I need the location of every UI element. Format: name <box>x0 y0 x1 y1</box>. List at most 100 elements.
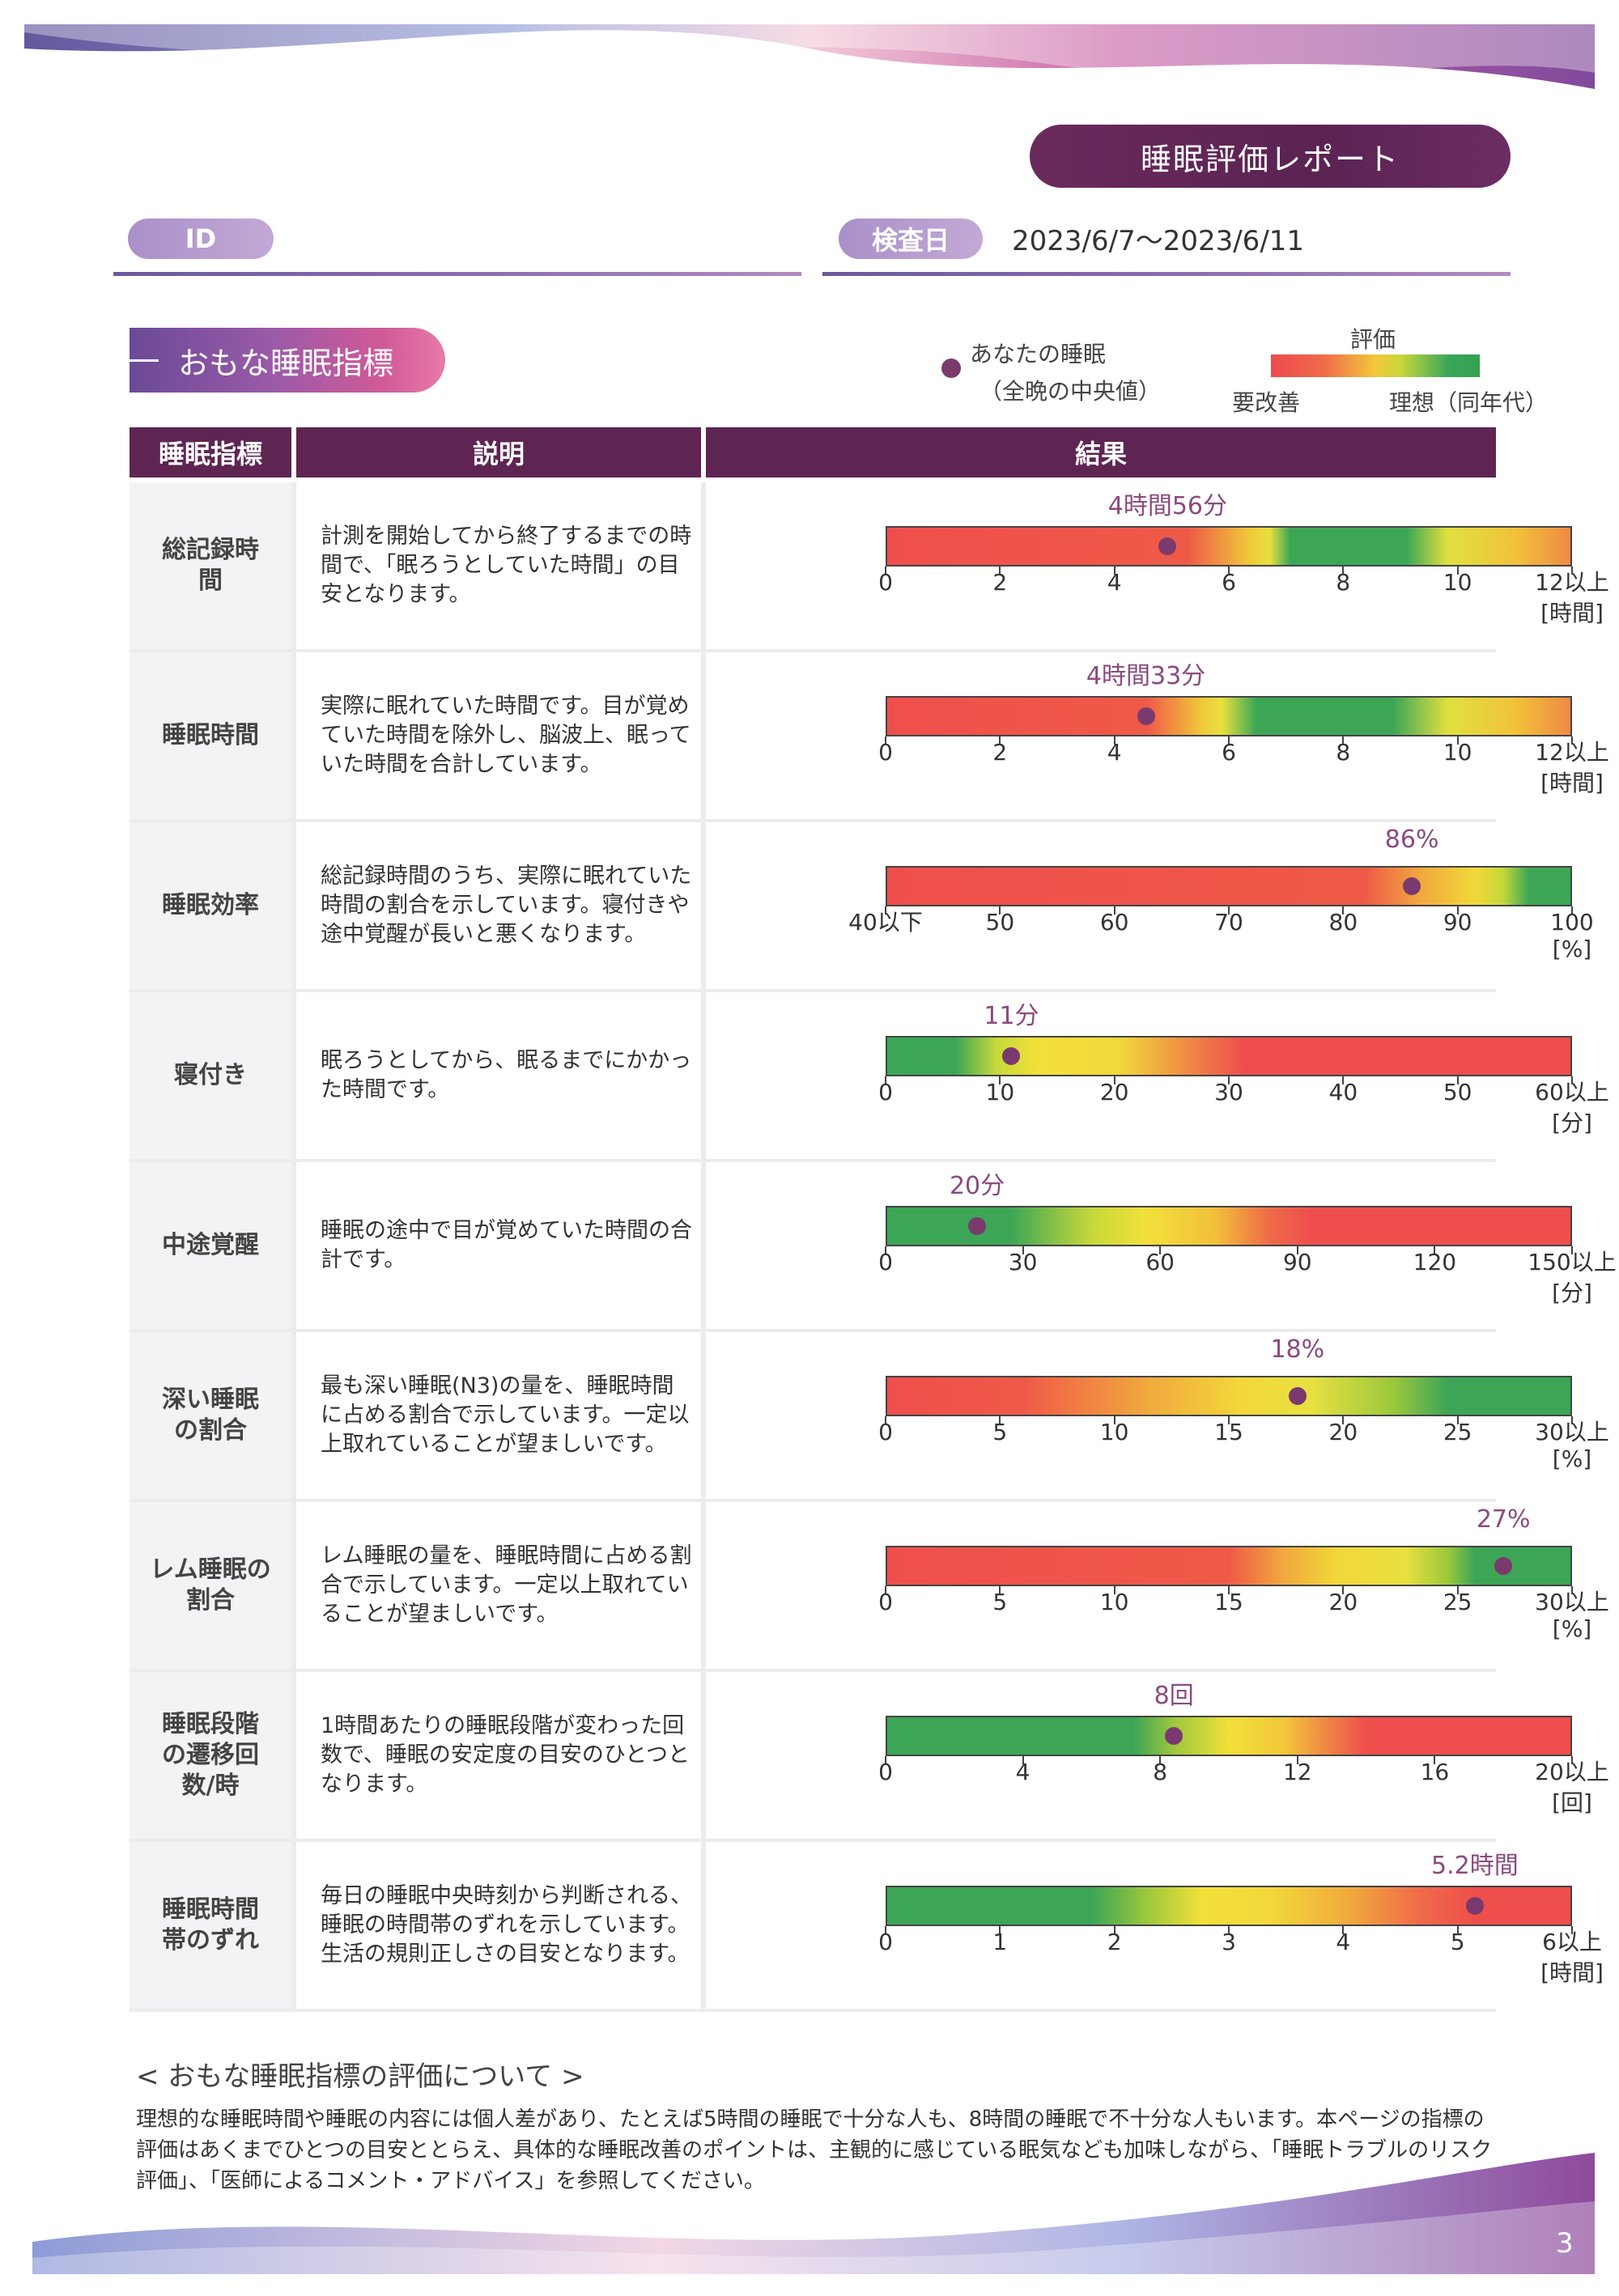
tick-label: 12以上 <box>1535 739 1609 766</box>
column-separator <box>701 1672 706 1839</box>
your-sleep-marker <box>1165 1727 1183 1745</box>
your-sleep-value: 86% <box>1384 825 1439 854</box>
row-separator <box>130 819 1496 822</box>
your-sleep-marker <box>1494 1557 1513 1575</box>
row-separator <box>130 1499 1496 1502</box>
tick-label: 60 <box>1145 1249 1175 1275</box>
tick-mark <box>1571 1926 1573 1934</box>
note-body: 理想的な睡眠時間や睡眠の内容には個人差があり、たとえば5時間の睡眠で十分な人も、… <box>136 2107 1493 2193</box>
tick-label: 4 <box>1015 1759 1030 1785</box>
index-description: 計測を開始してから終了するまでの時間で、「眠ろうとしていた時間」の目安となります… <box>296 482 701 649</box>
column-separator <box>701 992 706 1159</box>
tick-mark <box>1022 1246 1024 1254</box>
tick-label: 4 <box>1336 1929 1351 1955</box>
axis-unit: [回] <box>1552 1789 1592 1816</box>
axis-ticks: 0 5 10 15 20 25 30以上 [%] <box>706 1416 1609 1492</box>
index-description-text: 1時間あたりの睡眠段階が変わった回数で、睡眠の安定度の目安のひとつとなります。 <box>321 1713 691 1797</box>
index-description-text: 最も深い睡眠(N3)の量を、睡眠時間に占める割合で示しています。一定以上取れてい… <box>321 1373 690 1457</box>
axis-unit: [%] <box>1552 936 1592 962</box>
tick-mark <box>885 736 886 745</box>
column-separator <box>701 1332 706 1499</box>
tick-mark <box>885 1246 886 1254</box>
result-scale: 20分 0 30 60 90 120 150以上 [分] <box>706 1162 1617 1329</box>
section-title: おもな睡眠指標 <box>130 328 445 393</box>
tick-label: 3 <box>1222 1929 1236 1955</box>
tick-mark <box>885 1926 886 1934</box>
index-description: 睡眠の途中で目が覚めていた時間の合計です。 <box>296 1162 701 1329</box>
column-separator <box>701 1502 706 1669</box>
evaluation-bar <box>886 1376 1572 1416</box>
your-sleep-value: 4時間56分 <box>1107 492 1228 520</box>
evaluation-bar <box>886 696 1572 736</box>
index-description-text: 総記録時間のうち、実際に眠れていた時間の割合を示しています。寝付きや途中覚醒が長… <box>321 864 692 947</box>
column-separator <box>291 822 296 989</box>
tick-label: 120 <box>1413 1249 1457 1275</box>
tick-mark <box>1228 1926 1230 1934</box>
result-scale: 8回 0 4 8 12 16 20以上 [回] <box>706 1672 1609 1839</box>
index-name: 睡眠時間 <box>130 652 291 819</box>
axis-unit: [時間] <box>1540 770 1604 796</box>
column-separator <box>291 1502 296 1669</box>
tick-label: 4 <box>1107 739 1122 766</box>
tick-mark <box>1296 1756 1298 1764</box>
your-sleep-value: 11分 <box>984 1002 1039 1030</box>
index-description: 総記録時間のうち、実際に眠れていた時間の割合を示しています。寝付きや途中覚醒が長… <box>296 822 701 989</box>
your-sleep-value: 18% <box>1270 1335 1325 1364</box>
column-separator <box>701 1842 706 2009</box>
tick-mark <box>1571 736 1573 745</box>
row-separator <box>130 1839 1496 1842</box>
evaluation-bar <box>886 1716 1572 1756</box>
tick-mark <box>1228 1416 1230 1424</box>
tick-label: 2 <box>1107 1929 1122 1955</box>
table-row: 寝付き 眠ろうとしてから、眠るまでにかかった時間です。 11分 0 10 20 30 40 50… <box>130 992 1609 1159</box>
index-description-text: 実際に眠れていた時間です。目が覚めていた時間を除外し、脳波上、眠っていた時間を合… <box>321 694 691 777</box>
legend-gradient-bar <box>1271 354 1480 377</box>
axis-unit: [%] <box>1552 1445 1592 1472</box>
tick-mark <box>1228 1586 1230 1594</box>
legend-eval-label: 評価 <box>1350 326 1396 353</box>
tick-mark <box>1434 1756 1436 1764</box>
tick-mark <box>1113 567 1115 575</box>
tick-mark <box>1296 1246 1298 1254</box>
tick-label: 10 <box>985 1079 1015 1106</box>
section-title-text: おもな睡眠指標 <box>178 345 394 381</box>
tick-label: 2 <box>992 569 1008 596</box>
tick-label: 30 <box>1214 1079 1243 1106</box>
row-separator <box>130 649 1496 652</box>
tick-mark <box>1571 1756 1573 1764</box>
tick-mark <box>885 567 886 575</box>
index-name: 寝付き <box>130 992 291 1159</box>
tick-label: 6 <box>1222 569 1236 596</box>
tick-mark <box>1228 1076 1230 1084</box>
tick-mark <box>1342 567 1345 575</box>
legend-dot-sublabel: （全晩の中央値） <box>979 378 1162 405</box>
tick-label: 15 <box>1214 1589 1243 1615</box>
tick-label: 60 <box>1099 909 1129 936</box>
tick-mark <box>1571 906 1573 915</box>
axis-unit: [時間] <box>1540 1959 1604 1986</box>
legend-dot-label: あなたの睡眠 <box>970 341 1107 367</box>
note-title: < おもな睡眠指標の評価について > <box>136 2060 584 2093</box>
evaluation-bar <box>886 1206 1572 1246</box>
tick-mark <box>1342 1076 1345 1084</box>
tick-label: 100 <box>1550 909 1594 936</box>
index-description-text: 毎日の睡眠中央時刻から判断される、睡眠の時間帯のずれを示しています。生活の規則正… <box>321 1883 692 1967</box>
tick-mark <box>1228 567 1230 575</box>
table-row: 睡眠効率 総記録時間のうち、実際に眠れていた時間の割合を示しています。寝付きや途中… <box>130 822 1594 989</box>
tick-label: 30以上 <box>1535 1589 1609 1615</box>
your-sleep-value: 5.2時間 <box>1431 1852 1519 1880</box>
tick-mark <box>1456 1586 1459 1594</box>
your-sleep-value: 4時間33分 <box>1086 662 1206 690</box>
evaluation-bar <box>886 1036 1572 1076</box>
tick-label: 0 <box>878 1249 893 1275</box>
tick-label: 0 <box>878 1929 893 1955</box>
tick-mark <box>885 1586 886 1594</box>
axis-unit: [分] <box>1552 1280 1592 1306</box>
column-separator <box>291 482 296 649</box>
tick-label: 0 <box>878 1079 893 1106</box>
result-scale: 4時間33分 0 2 4 6 8 10 12以上 [時間] <box>706 652 1609 819</box>
tick-mark <box>1342 906 1345 915</box>
tick-mark <box>1113 1076 1115 1084</box>
your-sleep-marker <box>1465 1897 1484 1915</box>
tick-mark <box>1342 1586 1345 1594</box>
